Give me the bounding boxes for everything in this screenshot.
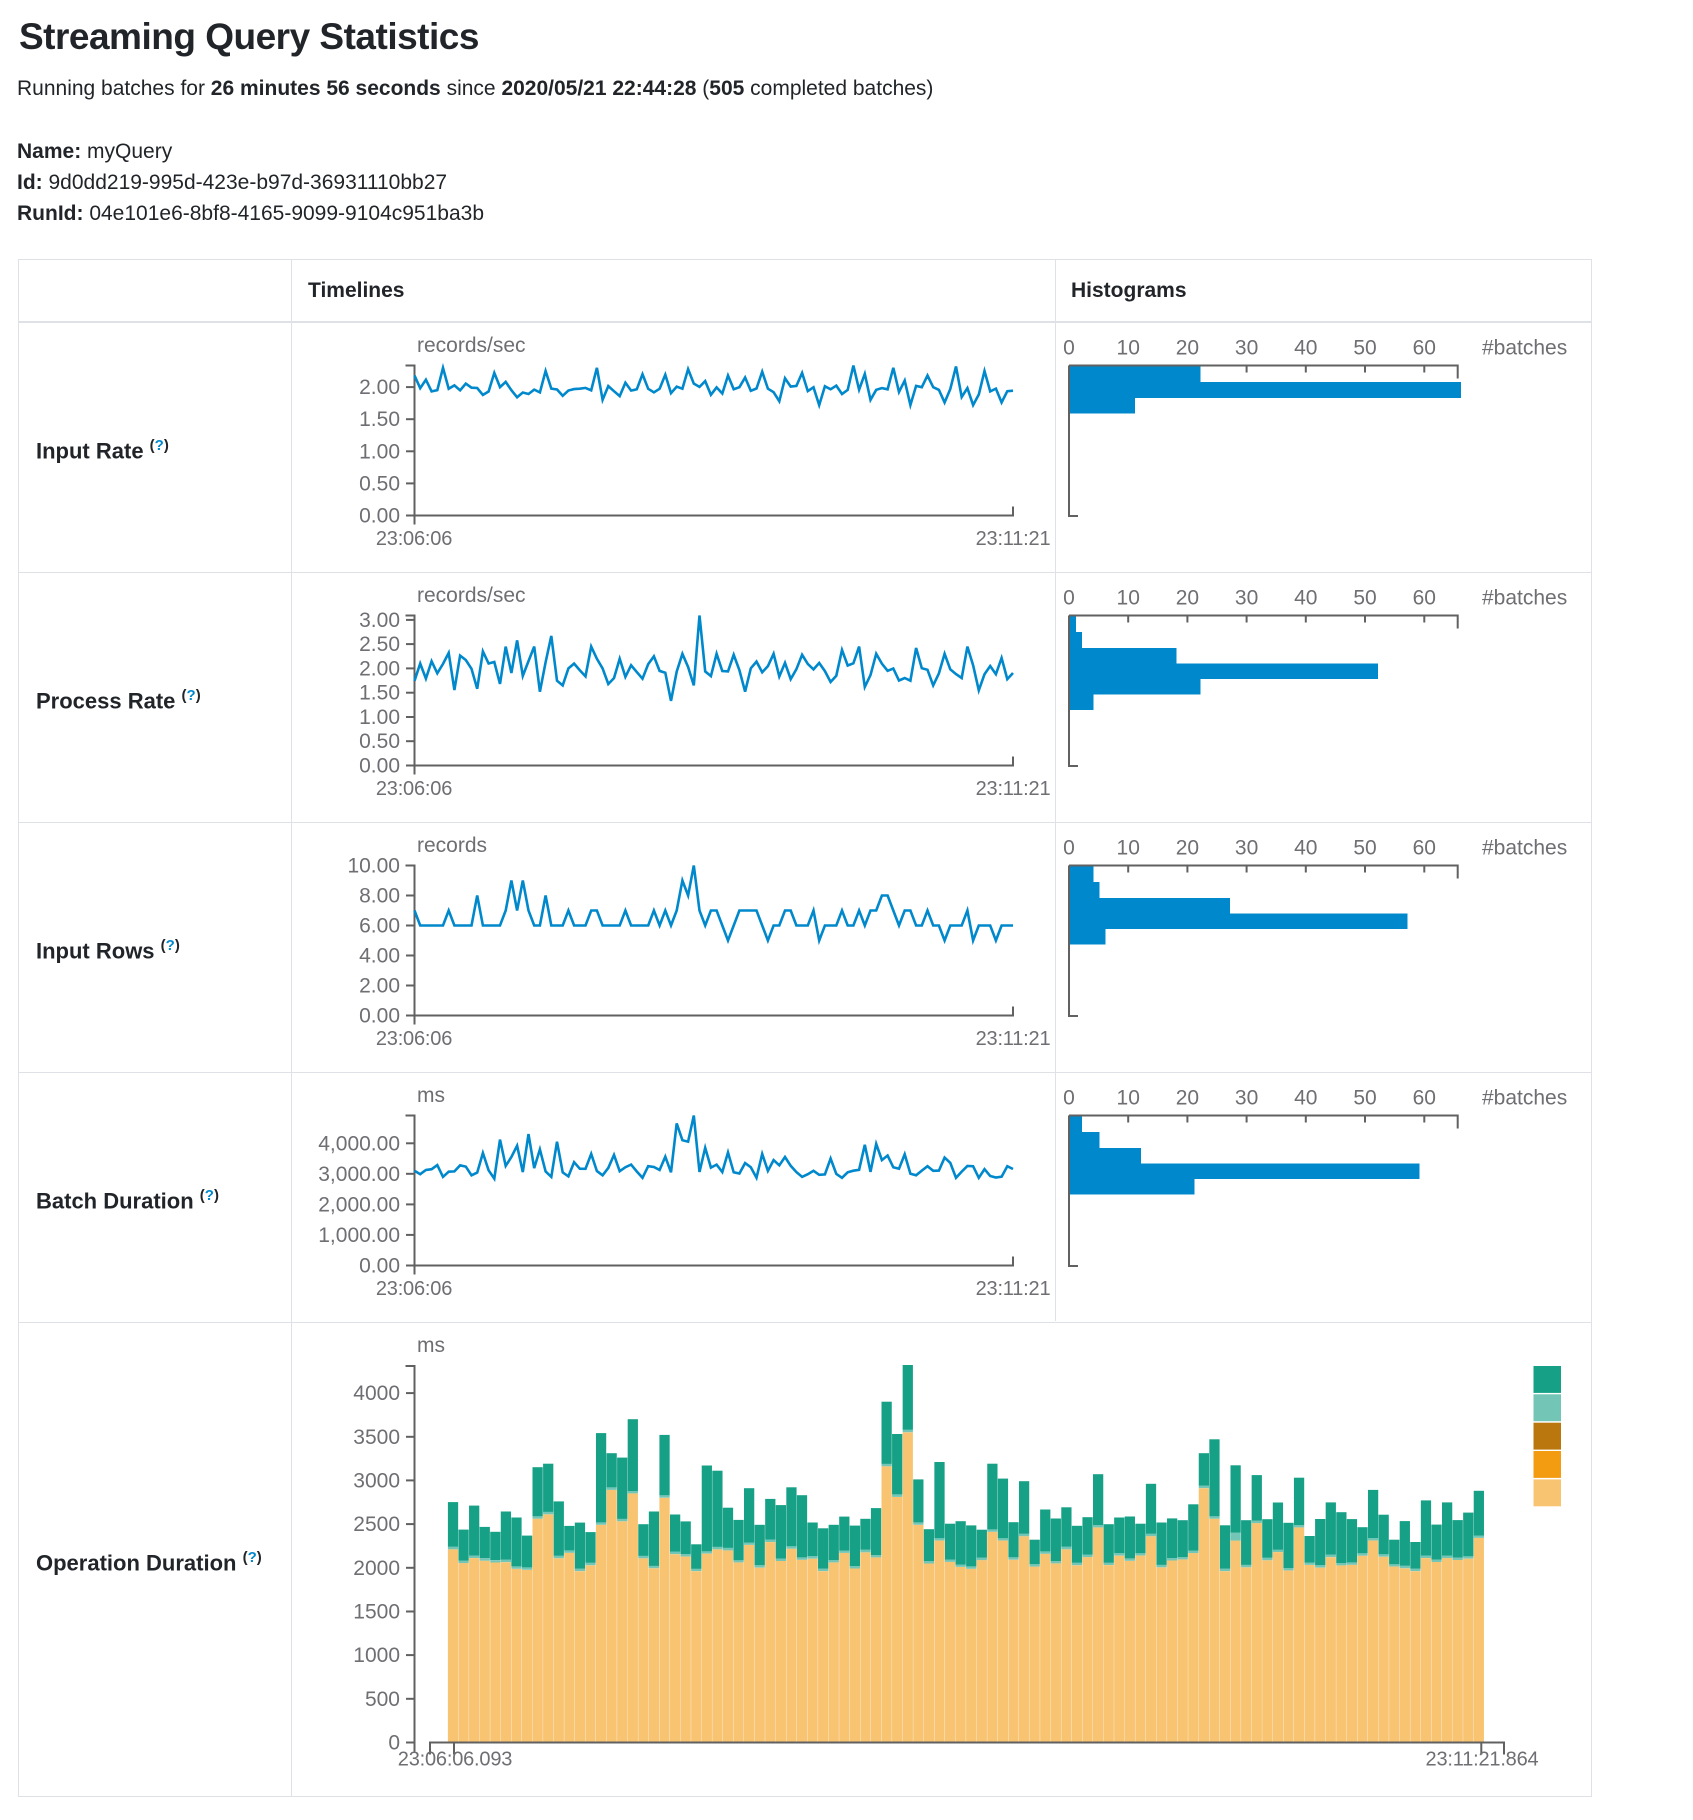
svg-text:2000: 2000 [353, 1557, 400, 1580]
svg-text:20: 20 [1176, 587, 1199, 610]
svg-text:2,000.00: 2,000.00 [318, 1193, 400, 1216]
svg-text:0: 0 [1063, 1087, 1075, 1110]
svg-text:0: 0 [1063, 587, 1075, 610]
svg-text:23:11:21.864: 23:11:21.864 [1426, 1749, 1539, 1771]
svg-text:1.50: 1.50 [359, 682, 400, 705]
svg-text:3,000.00: 3,000.00 [318, 1163, 400, 1186]
svg-text:3500: 3500 [353, 1426, 400, 1449]
svg-text:40: 40 [1294, 337, 1317, 360]
svg-text:4,000.00: 4,000.00 [318, 1132, 400, 1155]
svg-text:4000: 4000 [353, 1382, 400, 1405]
svg-text:10: 10 [1117, 837, 1140, 860]
svg-text:3000: 3000 [353, 1469, 400, 1492]
svg-text:23:11:21: 23:11:21 [976, 778, 1051, 800]
svg-text:50: 50 [1353, 337, 1376, 360]
svg-text:ms: ms [417, 1334, 445, 1357]
svg-text:0: 0 [1063, 337, 1075, 360]
svg-text:0: 0 [1063, 837, 1075, 860]
svg-text:records/sec: records/sec [417, 584, 526, 607]
svg-text:500: 500 [365, 1688, 400, 1711]
svg-text:23:06:06: 23:06:06 [376, 778, 452, 800]
svg-text:40: 40 [1294, 587, 1317, 610]
svg-text:#batches: #batches [1482, 587, 1567, 610]
svg-text:4.00: 4.00 [359, 945, 400, 968]
svg-text:60: 60 [1413, 337, 1436, 360]
svg-text:23:06:06: 23:06:06 [376, 1028, 452, 1050]
svg-text:1.50: 1.50 [359, 408, 400, 431]
svg-text:0.50: 0.50 [359, 730, 400, 753]
svg-text:10: 10 [1117, 1087, 1140, 1110]
svg-text:30: 30 [1235, 1087, 1258, 1110]
svg-text:2.00: 2.00 [359, 657, 400, 680]
svg-text:23:11:21: 23:11:21 [976, 1278, 1051, 1300]
svg-text:60: 60 [1413, 587, 1436, 610]
svg-text:#batches: #batches [1482, 337, 1567, 360]
svg-text:2.00: 2.00 [359, 376, 400, 399]
svg-text:50: 50 [1353, 587, 1376, 610]
svg-text:20: 20 [1176, 1087, 1199, 1110]
svg-text:23:11:21: 23:11:21 [976, 528, 1051, 550]
svg-text:#batches: #batches [1482, 837, 1567, 860]
svg-text:20: 20 [1176, 837, 1199, 860]
svg-text:50: 50 [1353, 1087, 1376, 1110]
svg-text:1000: 1000 [353, 1644, 400, 1667]
svg-text:0.00: 0.00 [359, 1005, 400, 1028]
svg-text:30: 30 [1235, 337, 1258, 360]
svg-text:60: 60 [1413, 837, 1436, 860]
svg-text:6.00: 6.00 [359, 915, 400, 938]
svg-text:ms: ms [417, 1084, 445, 1107]
svg-text:23:06:06.093: 23:06:06.093 [398, 1749, 512, 1771]
svg-text:0.00: 0.00 [359, 1255, 400, 1278]
svg-text:0.50: 0.50 [359, 472, 400, 495]
svg-text:23:11:21: 23:11:21 [976, 1028, 1051, 1050]
svg-text:0: 0 [388, 1732, 400, 1755]
svg-text:3.00: 3.00 [359, 609, 400, 632]
svg-text:1500: 1500 [353, 1601, 400, 1624]
svg-text:23:06:06: 23:06:06 [376, 528, 452, 550]
svg-text:0.00: 0.00 [359, 505, 400, 528]
svg-text:#batches: #batches [1482, 1087, 1567, 1110]
svg-text:records/sec: records/sec [417, 334, 526, 357]
svg-text:1.00: 1.00 [359, 706, 400, 729]
svg-text:2500: 2500 [353, 1513, 400, 1536]
svg-text:60: 60 [1413, 1087, 1436, 1110]
svg-text:2.00: 2.00 [359, 975, 400, 998]
svg-text:records: records [417, 834, 487, 857]
svg-text:20: 20 [1176, 337, 1199, 360]
svg-text:10: 10 [1117, 337, 1140, 360]
svg-text:40: 40 [1294, 837, 1317, 860]
svg-text:30: 30 [1235, 837, 1258, 860]
svg-text:0.00: 0.00 [359, 755, 400, 778]
svg-text:1.00: 1.00 [359, 440, 400, 463]
svg-text:30: 30 [1235, 587, 1258, 610]
svg-text:2.50: 2.50 [359, 633, 400, 656]
svg-text:40: 40 [1294, 1087, 1317, 1110]
svg-text:50: 50 [1353, 837, 1376, 860]
svg-text:23:06:06: 23:06:06 [376, 1278, 452, 1300]
svg-text:8.00: 8.00 [359, 885, 400, 908]
svg-text:10.00: 10.00 [347, 855, 400, 878]
svg-text:10: 10 [1117, 587, 1140, 610]
svg-text:1,000.00: 1,000.00 [318, 1224, 400, 1247]
